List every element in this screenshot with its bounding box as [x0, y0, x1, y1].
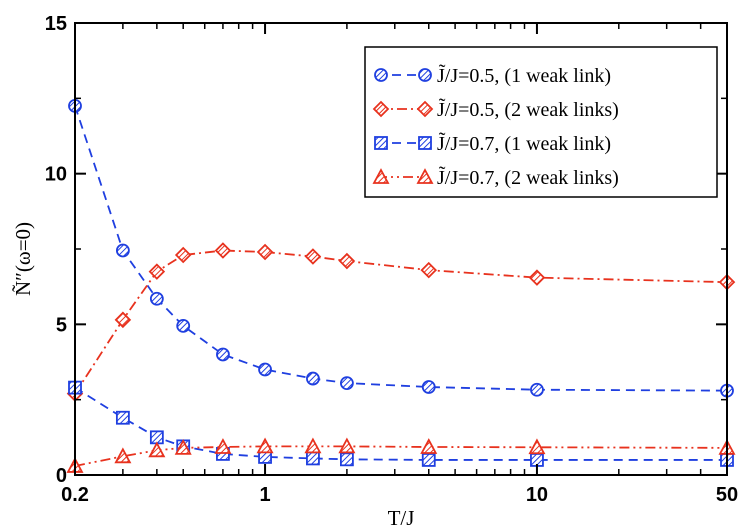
data-point [148, 441, 166, 458]
legend-entry: J̃/J=0.5, (2 weak links) [372, 97, 619, 121]
x-tick-label: 10 [526, 484, 548, 506]
data-point [304, 248, 322, 265]
data-point [340, 376, 354, 390]
legend-marker [416, 168, 434, 184]
legend-entry: J̃/J=0.5, (1 weak link) [374, 63, 611, 87]
data-point [530, 382, 544, 397]
data-point [338, 252, 356, 270]
y-axis-title: Ñ″(ω=0) [11, 222, 35, 296]
data-point [258, 362, 272, 377]
legend-marker [374, 68, 388, 82]
legend-marker [372, 168, 390, 184]
x-axis-title: T/J [388, 506, 415, 530]
legend-marker [418, 136, 432, 150]
data-point [114, 311, 132, 329]
series-line [74, 386, 727, 461]
data-point [149, 291, 164, 306]
legend-label: J̃/J=0.7, (2 weak links) [437, 165, 619, 189]
data-point [115, 410, 130, 425]
legend-marker [416, 100, 434, 118]
data-point [421, 380, 436, 394]
data-point [214, 242, 232, 259]
series-layer [66, 98, 736, 473]
x-tick-label: 50 [716, 484, 738, 506]
data-point [256, 437, 274, 454]
data-point [420, 261, 438, 279]
data-point [115, 243, 130, 258]
y-tick-label: 10 [45, 164, 67, 186]
data-point [420, 438, 438, 454]
legend-label: J̃/J=0.7, (1 weak link) [437, 131, 611, 155]
legend-entry: J̃/J=0.7, (1 weak link) [374, 131, 611, 155]
data-point [256, 243, 274, 261]
y-tick-label: 0 [56, 465, 67, 487]
series-2 [66, 242, 736, 402]
y-tick-label: 15 [45, 13, 67, 35]
data-point [216, 347, 230, 362]
legend-label: J̃/J=0.5, (2 weak links) [437, 97, 619, 121]
data-point [338, 437, 356, 454]
data-point [528, 269, 546, 286]
data-point [174, 246, 192, 264]
ticks-layer: 0.2 1 10 50 0 5 10 15 [45, 13, 738, 506]
data-point [148, 263, 166, 280]
series-line [74, 105, 728, 392]
data-point [174, 438, 192, 455]
legend-entry: J̃/J=0.7, (2 weak links) [372, 165, 619, 189]
legend-label: J̃/J=0.5, (1 weak link) [437, 63, 611, 87]
series-4 [66, 437, 736, 473]
series-line [74, 249, 728, 395]
data-point [306, 451, 320, 466]
data-point [421, 453, 436, 467]
data-point [528, 438, 546, 455]
data-point [176, 318, 191, 333]
data-point [304, 437, 322, 454]
legend-marker [374, 136, 388, 150]
y-tick-label: 5 [56, 314, 67, 336]
series-line [74, 445, 728, 467]
data-point [114, 447, 132, 464]
data-point [214, 438, 232, 454]
series-3 [68, 380, 734, 467]
data-point [340, 452, 354, 467]
x-tick-label: 0.2 [61, 484, 89, 506]
series-1 [68, 98, 734, 398]
legend: J̃/J=0.5, (1 weak link) J̃/J=0.5, (2 weak… [364, 46, 718, 198]
data-point [306, 371, 320, 386]
legend-marker [418, 68, 432, 82]
legend-marker [372, 100, 390, 118]
x-tick-label: 1 [259, 484, 270, 506]
